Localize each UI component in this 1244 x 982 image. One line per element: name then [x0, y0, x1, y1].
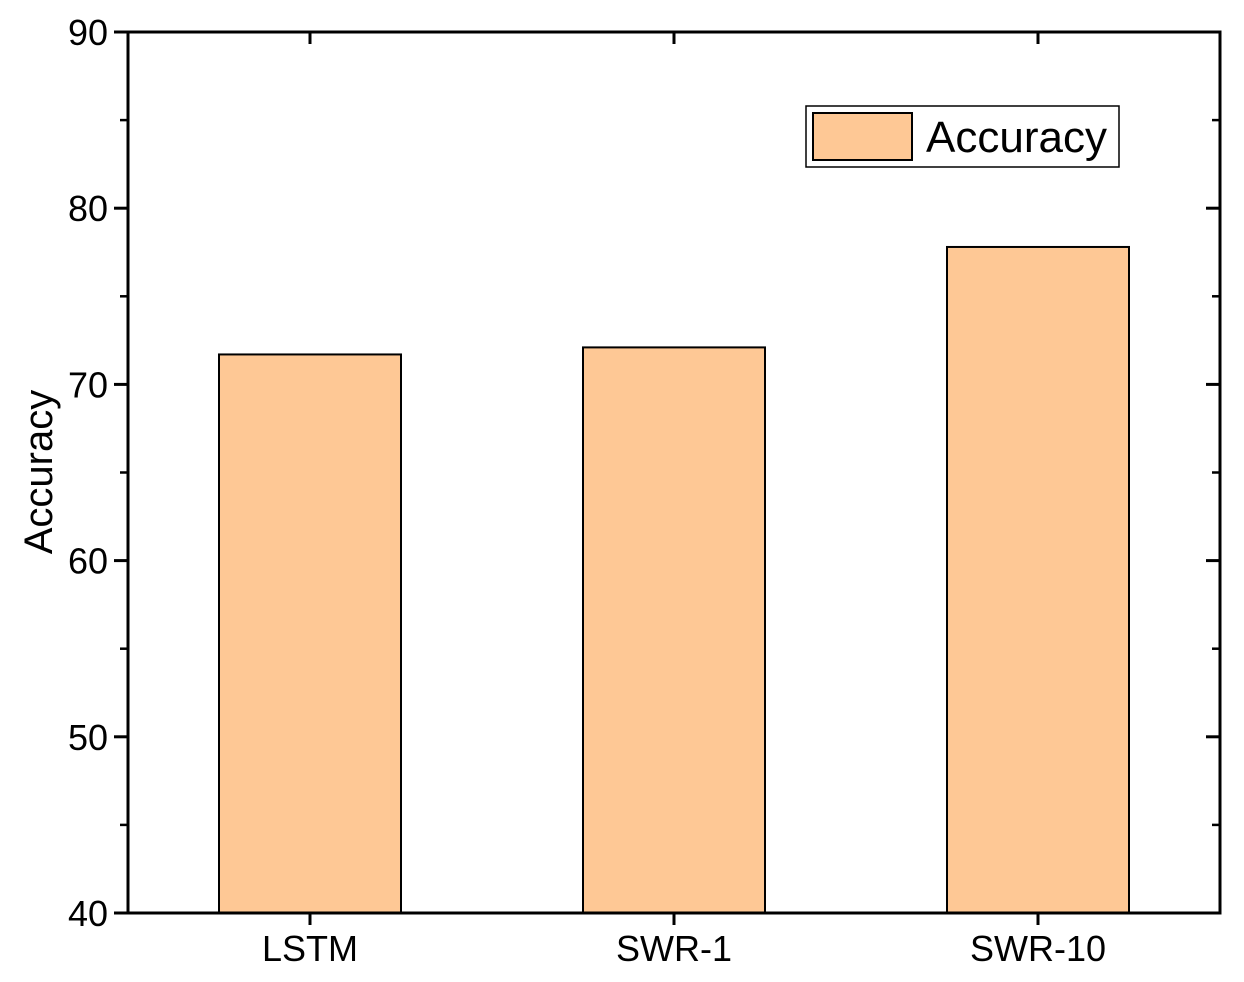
bar-swr-10	[946, 245, 1130, 915]
y-tick-label: 80	[68, 188, 108, 229]
bar-swr-1	[582, 346, 766, 914]
legend-label: Accuracy	[926, 113, 1107, 162]
y-tick-label: 90	[68, 12, 108, 53]
bar-lstm	[218, 353, 402, 915]
y-axis-title: Accuracy	[17, 390, 61, 555]
legend: Accuracy	[805, 105, 1120, 168]
y-tick-label: 70	[68, 364, 108, 405]
y-tick-label: 60	[68, 541, 108, 582]
y-axis-ticks: 40 50 60 70 80 90	[68, 12, 1220, 934]
x-axis-ticks: LSTM SWR-1 SWR-10	[262, 32, 1106, 969]
legend-swatch	[812, 112, 913, 161]
x-tick-label: LSTM	[262, 928, 358, 969]
y-tick-label: 40	[68, 893, 108, 934]
y-tick-label: 50	[68, 717, 108, 758]
x-tick-label: SWR-1	[616, 928, 732, 969]
bars	[218, 245, 1130, 915]
x-tick-label: SWR-10	[970, 928, 1106, 969]
